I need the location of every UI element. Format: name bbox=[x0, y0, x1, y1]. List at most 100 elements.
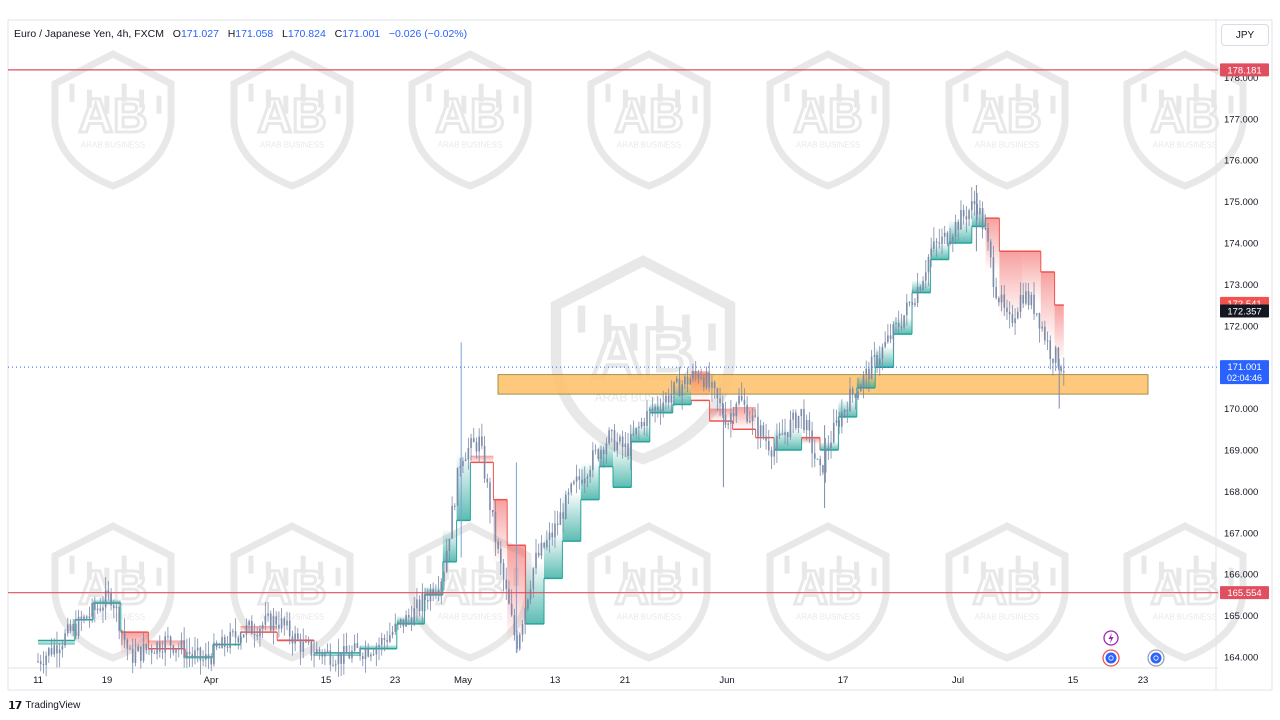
economic-event-icon[interactable] bbox=[1102, 649, 1120, 667]
time-tick-label: 19 bbox=[102, 675, 113, 686]
lightning-marker-icon[interactable] bbox=[1103, 630, 1119, 646]
candle-body bbox=[887, 335, 889, 342]
candle-body bbox=[42, 664, 45, 666]
watermark-candle-mark bbox=[622, 89, 628, 108]
candle-body bbox=[256, 635, 259, 637]
candle-body bbox=[546, 539, 548, 548]
watermark-candle-mark bbox=[622, 561, 628, 580]
candle-body bbox=[846, 409, 849, 412]
candle-body bbox=[816, 458, 819, 460]
candle-body bbox=[394, 623, 397, 632]
candle-body bbox=[1038, 313, 1041, 329]
candle-body bbox=[156, 642, 158, 654]
candle-body bbox=[627, 443, 629, 457]
price-badge-countdown: 02:04:46 bbox=[1227, 373, 1262, 383]
watermark-shield-outline bbox=[945, 50, 1069, 190]
watermark-candle-mark bbox=[335, 95, 341, 114]
candle-body bbox=[635, 427, 637, 435]
candle-body bbox=[318, 649, 321, 653]
currency-button[interactable]: JPY bbox=[1221, 24, 1269, 46]
candle-body bbox=[962, 210, 965, 217]
candle-body bbox=[121, 630, 123, 632]
candle-body bbox=[759, 425, 762, 437]
economic-event-icon[interactable] bbox=[1147, 649, 1165, 667]
candle-body bbox=[137, 646, 139, 652]
candle-body bbox=[321, 652, 323, 657]
candle-body bbox=[80, 616, 83, 621]
candle-body bbox=[732, 412, 735, 417]
watermark-candle-mark bbox=[496, 561, 502, 580]
candle-body bbox=[215, 642, 218, 648]
candle-body bbox=[191, 654, 194, 657]
trailing-stop-fill-down bbox=[1022, 251, 1041, 304]
candle-body bbox=[616, 441, 619, 451]
candle-body bbox=[559, 512, 562, 525]
candle-body bbox=[624, 443, 627, 447]
candle-body bbox=[454, 505, 456, 507]
candle-body bbox=[226, 646, 229, 648]
footer-brand[interactable]: 𝟭𝟳 TradingView bbox=[8, 699, 80, 712]
price-tick-label: 172.000 bbox=[1224, 321, 1258, 332]
candle-body bbox=[1054, 347, 1057, 363]
trailing-stop-fill-up bbox=[820, 441, 839, 450]
watermark-candle-mark bbox=[1228, 567, 1234, 586]
trailing-stop-fill-up bbox=[930, 243, 949, 260]
watermark-candle-mark bbox=[283, 95, 289, 114]
price-badge-label: 172.357 bbox=[1227, 307, 1261, 318]
candle-body bbox=[930, 248, 932, 258]
candle-body bbox=[868, 368, 870, 380]
watermark-candle-mark bbox=[1050, 567, 1056, 586]
candle-body bbox=[408, 614, 410, 618]
candle-body bbox=[145, 644, 148, 650]
candle-body bbox=[123, 630, 126, 640]
watermark-candle-mark bbox=[854, 89, 860, 108]
candle-body bbox=[922, 280, 924, 291]
candle-body bbox=[943, 232, 946, 237]
watermark-candle-mark bbox=[139, 89, 145, 108]
watermark-monogram: AB bbox=[793, 90, 862, 143]
candle-body bbox=[107, 590, 110, 593]
watermark-candle-mark bbox=[980, 561, 986, 580]
candle-body bbox=[727, 423, 729, 425]
event-markers[interactable] bbox=[1102, 630, 1165, 667]
candle-body bbox=[1060, 367, 1062, 372]
candle-body bbox=[129, 648, 131, 650]
candle-body bbox=[776, 435, 778, 451]
candle-body bbox=[288, 620, 291, 637]
candle-body bbox=[102, 607, 104, 611]
support-zone-layer bbox=[497, 374, 1149, 395]
candle-body bbox=[340, 652, 342, 664]
candle-body bbox=[537, 552, 540, 556]
price-tick-label: 176.000 bbox=[1224, 156, 1258, 167]
candle-body bbox=[784, 432, 786, 435]
candle-body bbox=[99, 608, 102, 611]
candle-body bbox=[976, 204, 978, 215]
watermark-shield-outline bbox=[51, 522, 175, 662]
candle-body bbox=[876, 354, 878, 366]
candle-body bbox=[494, 512, 497, 542]
watermark-candle-mark bbox=[675, 89, 681, 108]
watermark-text: ARAB BUSINESS bbox=[975, 613, 1039, 622]
trailing-stop-fill-up bbox=[893, 317, 912, 335]
candle-body bbox=[643, 421, 646, 426]
watermark-candle-mark bbox=[784, 83, 790, 102]
watermark-monogram: AB bbox=[793, 562, 862, 615]
watermark-candle-mark bbox=[1141, 555, 1147, 574]
watermark-shield-outline bbox=[1123, 522, 1247, 662]
candle-body bbox=[437, 590, 440, 593]
candle-body bbox=[380, 638, 383, 645]
candle-body bbox=[832, 422, 835, 443]
candle-body bbox=[911, 302, 914, 306]
candle-body bbox=[50, 648, 53, 655]
candle-body bbox=[981, 207, 984, 230]
candle-body bbox=[906, 302, 908, 316]
watermark-shield-outline bbox=[408, 50, 532, 190]
candle-body bbox=[629, 433, 632, 457]
candle-body bbox=[903, 315, 905, 328]
candle-body bbox=[426, 599, 429, 602]
level-badge-label: 165.554 bbox=[1227, 588, 1261, 599]
